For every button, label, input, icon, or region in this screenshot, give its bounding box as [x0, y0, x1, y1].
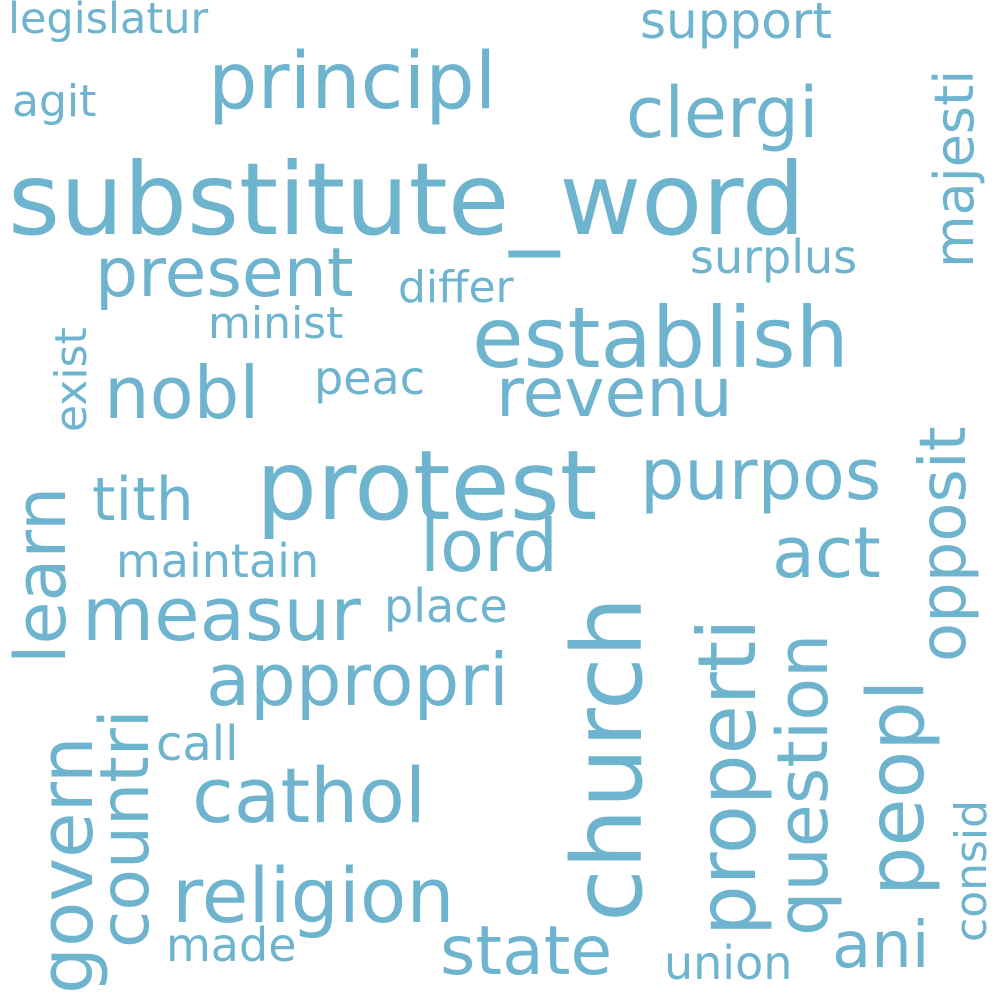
word-exist: exist [46, 327, 97, 432]
word-principl: principl [208, 37, 497, 127]
word-religion: religion [172, 851, 455, 940]
word-ani: ani [832, 909, 930, 983]
word-clergi: clergi [626, 72, 819, 154]
word-place: place [384, 579, 508, 633]
word-church: church [552, 596, 664, 922]
word-peac: peac [314, 351, 425, 405]
word-question: question [762, 633, 844, 936]
word-agit: agit [12, 76, 97, 127]
word-minist: minist [208, 298, 344, 349]
word-govern: govern [24, 736, 110, 994]
word-majesti: majesti [923, 69, 986, 268]
word-properti: properti [681, 618, 774, 936]
word-revenu: revenu [496, 354, 733, 433]
word-measur: measur [82, 572, 361, 658]
word-learn: learn [0, 486, 82, 664]
word-surplus: surplus [690, 230, 858, 284]
word-maintain: maintain [116, 534, 320, 588]
word-union: union [664, 936, 793, 990]
word-cathol: cathol [192, 751, 426, 840]
word-tith: tith [92, 465, 194, 535]
word-purpos: purpos [640, 434, 882, 516]
word-support: support [640, 0, 832, 50]
word-lord: lord [420, 504, 559, 588]
word-present: present [95, 234, 354, 313]
word-establish: establish [472, 289, 849, 387]
word-differ: differ [398, 262, 514, 313]
word-consid: consid [946, 799, 997, 942]
word-peopl: peopl [852, 679, 942, 896]
word-opposit: opposit [907, 426, 981, 662]
word-call: call [156, 716, 239, 772]
word-protest: protest [256, 430, 598, 542]
word-appropri: appropri [206, 638, 509, 722]
word-nobl: nobl [104, 351, 260, 435]
word-made: made [166, 918, 297, 972]
word-act: act [772, 512, 881, 594]
word-legislatur: legislatur [8, 0, 209, 44]
word-substitute-word: substitute_word [8, 141, 806, 258]
word-state: state [440, 912, 613, 991]
